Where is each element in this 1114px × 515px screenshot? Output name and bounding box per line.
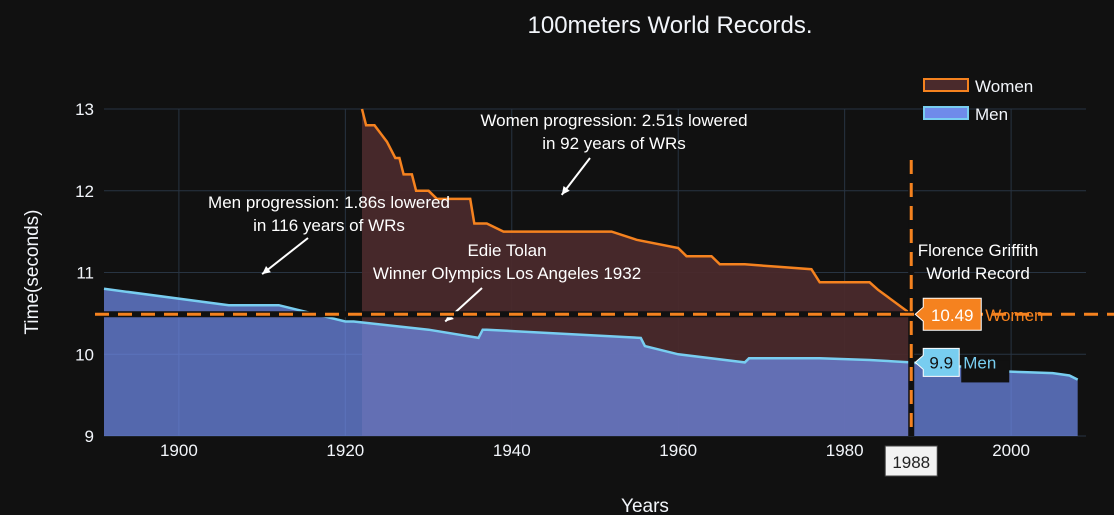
x-tick-label: 1920 bbox=[326, 441, 364, 460]
x-tick-label: 1900 bbox=[160, 441, 198, 460]
hover-label-women: 10.49 Women bbox=[914, 297, 1044, 331]
annotation-arrowhead bbox=[262, 266, 271, 275]
hover-spikes: 1988 10.49 Women 9.9 Men bbox=[95, 160, 1114, 477]
x-spike-label-box bbox=[884, 445, 938, 477]
annotation-arrowhead bbox=[445, 313, 454, 322]
annotation-text: Florence Griffith bbox=[918, 241, 1039, 260]
legend-swatch-men bbox=[923, 106, 969, 120]
annotation-text: Women progression: 2.51s lowered bbox=[480, 111, 747, 130]
annotation-text: in 92 years of WRs bbox=[542, 134, 686, 153]
annotation-women-progression: Women progression: 2.51s lowered in 92 ye… bbox=[480, 111, 748, 196]
hover-label-men-backing bbox=[961, 360, 1010, 383]
y-axis-title: Time(seconds) bbox=[22, 210, 43, 335]
y-tick-label: 9 bbox=[85, 427, 94, 446]
hover-label-women-name: Women bbox=[985, 306, 1043, 325]
x-spike-label-text: 1988 bbox=[892, 453, 930, 472]
hover-label-men-box bbox=[914, 347, 960, 377]
legend-label-women: Women bbox=[975, 77, 1033, 96]
annotation-edie-tolan: Edie Tolan Winner Olympics Los Angeles 19… bbox=[373, 241, 641, 323]
annotation-arrow bbox=[261, 237, 309, 275]
series-areas bbox=[104, 109, 1078, 436]
y-axis-ticks: 9 10 11 12 13 bbox=[75, 100, 94, 446]
legend-item-men[interactable]: Men bbox=[923, 105, 1008, 124]
y-tick-label: 12 bbox=[75, 182, 94, 201]
hover-label-women-box bbox=[914, 297, 982, 331]
legend-item-women[interactable]: Women bbox=[923, 77, 1033, 96]
annotation-text: Winner Olympics Los Angeles 1932 bbox=[373, 264, 641, 283]
legend-swatch-women bbox=[923, 78, 969, 92]
x-tick-label: 1980 bbox=[826, 441, 864, 460]
x-axis-ticks: 1900 1920 1940 1960 1980 2000 bbox=[160, 441, 1030, 460]
annotation-text: Edie Tolan bbox=[467, 241, 546, 260]
x-spike-label: 1988 bbox=[884, 445, 938, 477]
x-tick-label: 1960 bbox=[659, 441, 697, 460]
annotations: Women progression: 2.51s lowered in 92 ye… bbox=[208, 111, 1039, 323]
legend[interactable]: Women Men bbox=[923, 77, 1033, 124]
y-tick-label: 13 bbox=[75, 100, 94, 119]
y-tick-label: 11 bbox=[76, 264, 94, 283]
x-tick-label: 1940 bbox=[493, 441, 531, 460]
y-tick-label: 10 bbox=[75, 345, 94, 364]
hover-label-men: 9.9 Men bbox=[914, 347, 1010, 383]
hover-label-women-value: 10.49 bbox=[931, 306, 974, 325]
annotation-men-progression: Men progression: 1.86s lowered in 116 yea… bbox=[208, 193, 450, 275]
chart-title: 100meters World Records. bbox=[528, 12, 813, 39]
x-axis-title: Years bbox=[621, 496, 669, 515]
annotation-arrowhead bbox=[561, 186, 570, 195]
annotation-florence-griffith: Florence Griffith World Record bbox=[918, 241, 1039, 283]
annotation-text: World Record bbox=[926, 264, 1030, 283]
hover-label-men-value: 9.9 bbox=[929, 353, 953, 372]
legend-label-men: Men bbox=[975, 105, 1008, 124]
x-tick-label: 2000 bbox=[992, 441, 1030, 460]
annotation-text: in 116 years of WRs bbox=[253, 216, 405, 235]
area-men bbox=[104, 288, 1078, 436]
line-women bbox=[360, 108, 912, 316]
hover-label-men-name: Men bbox=[963, 353, 996, 372]
annotation-text: Men progression: 1.86s lowered bbox=[208, 193, 450, 212]
